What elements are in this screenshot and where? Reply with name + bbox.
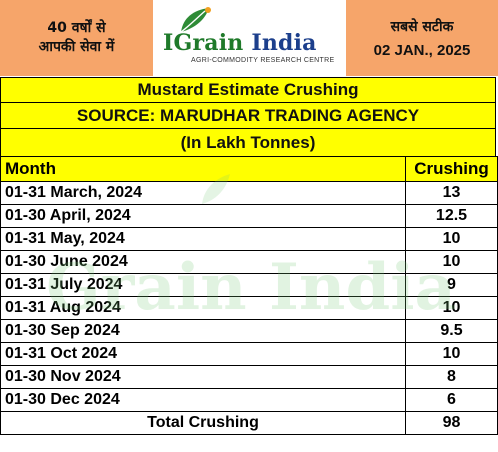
month-cell: 01-31 May, 2024 <box>0 227 406 251</box>
crushing-table: Month Crushing 01-31 March, 2024 13 01-30 … <box>0 156 498 435</box>
crushing-cell: 10 <box>405 227 498 251</box>
logo-word-india: India <box>251 30 317 56</box>
logo: IGrain India AGRI-COMMODITY RESEARCH CEN… <box>153 0 346 76</box>
logo-tagline: AGRI-COMMODITY RESEARCH CENTRE <box>191 57 335 64</box>
table-row: 01-30 April, 2024 12.5 <box>0 204 498 228</box>
crushing-cell: 13 <box>405 181 498 205</box>
table-header-row: Month Crushing <box>0 156 498 182</box>
header-left-line1: 40 वर्षों से <box>47 20 106 36</box>
report-title: Mustard Estimate Crushing <box>0 77 496 103</box>
table-row: 01-30 Nov 2024 8 <box>0 365 498 389</box>
month-cell: 01-30 April, 2024 <box>0 204 406 228</box>
month-cell: 01-30 Sep 2024 <box>0 319 406 343</box>
header-left-line2: आपकी सेवा में <box>38 39 115 55</box>
month-cell: 01-30 Nov 2024 <box>0 365 406 389</box>
table-row: 01-31 Oct 2024 10 <box>0 342 498 366</box>
table-row: 01-31 May, 2024 10 <box>0 227 498 251</box>
table-row: 01-30 Dec 2024 6 <box>0 388 498 412</box>
month-cell: 01-31 July 2024 <box>0 273 406 297</box>
month-cell: 01-31 Oct 2024 <box>0 342 406 366</box>
header-band: 40 वर्षों से आपकी सेवा में IGrain India … <box>0 0 498 76</box>
total-value: 98 <box>405 411 498 435</box>
crushing-cell: 10 <box>405 342 498 366</box>
logo-word-igrain: IGrain <box>163 30 244 56</box>
crushing-cell: 9.5 <box>405 319 498 343</box>
month-cell: 01-30 Dec 2024 <box>0 388 406 412</box>
report-date: 02 JAN., 2025 <box>373 42 471 59</box>
total-label: Total Crushing <box>0 411 406 435</box>
table-row: 01-30 June 2024 10 <box>0 250 498 274</box>
column-header-crushing: Crushing <box>405 156 498 182</box>
header-right: सबसे सटीक 02 JAN., 2025 <box>346 0 498 76</box>
unit-line: (In Lakh Tonnes) <box>0 128 496 157</box>
column-header-month: Month <box>0 156 406 182</box>
total-row: Total Crushing 98 <box>0 411 498 435</box>
crushing-cell: 10 <box>405 250 498 274</box>
table-row: 01-31 March, 2024 13 <box>0 181 498 205</box>
crushing-cell: 12.5 <box>405 204 498 228</box>
table-row: 01-30 Sep 2024 9.5 <box>0 319 498 343</box>
crushing-cell: 10 <box>405 296 498 320</box>
source-line: SOURCE: MARUDHAR TRADING AGENCY <box>0 102 496 129</box>
crushing-cell: 9 <box>405 273 498 297</box>
month-cell: 01-31 Aug 2024 <box>0 296 406 320</box>
crushing-cell: 6 <box>405 388 498 412</box>
crushing-cell: 8 <box>405 365 498 389</box>
month-cell: 01-31 March, 2024 <box>0 181 406 205</box>
wheat-leaf-icon <box>180 7 211 33</box>
header-left-tagline: 40 वर्षों से आपकी सेवा में <box>0 0 153 76</box>
table-row: 01-31 Aug 2024 10 <box>0 296 498 320</box>
table-row: 01-31 July 2024 9 <box>0 273 498 297</box>
header-right-tagline: सबसे सटीक <box>390 19 454 35</box>
logo-wordmark: IGrain India <box>163 30 317 56</box>
month-cell: 01-30 June 2024 <box>0 250 406 274</box>
